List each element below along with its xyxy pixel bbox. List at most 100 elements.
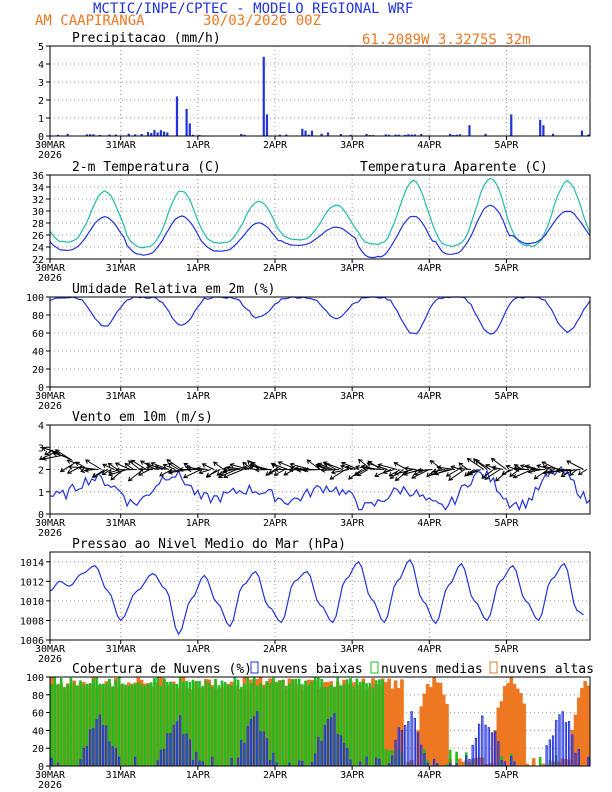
precip-bar — [394, 134, 397, 136]
cloud-bar-medium — [72, 683, 76, 767]
wind-arrow-head — [555, 468, 561, 473]
wind-arrow-head — [242, 465, 248, 471]
x-date-label: 4APR — [417, 518, 442, 529]
wind-arrow-head — [303, 467, 309, 473]
cloud-bar-medium — [153, 678, 156, 767]
wind-arrow — [115, 462, 131, 470]
wind-arrow — [495, 469, 510, 482]
precip-bar — [384, 134, 387, 136]
wind-arrow — [448, 469, 465, 481]
wind-arrow-head — [340, 461, 346, 467]
wind-arrow — [543, 466, 562, 470]
wind-arrow-head — [254, 467, 260, 473]
panel-0: 0 1 2 3 4 5 30MAR 31MAR 1APR 2APR 3APR 4APR 5APR 2026… — [35, 31, 591, 161]
precip-bar — [191, 134, 195, 136]
wind-arrow-head — [80, 468, 85, 474]
wind-arrow-head — [530, 467, 536, 473]
wind-arrow — [199, 469, 211, 474]
panel-4: 1006 1008 1010 1012 1014 30MAR 31MAR 1APR 2APR 3A… — [20, 537, 591, 665]
y-tick-label: 36 — [32, 171, 44, 182]
cloud-bar-medium — [210, 687, 214, 767]
wind-arrow-head — [198, 469, 204, 475]
wind-arrow-head — [436, 465, 442, 471]
precip-bar — [240, 134, 243, 136]
cloud-bar-high — [432, 677, 436, 767]
wind-arrow-head — [330, 469, 336, 475]
x-date-label: 2APR — [263, 263, 288, 274]
y-tick-label: 34 — [32, 183, 44, 194]
x-date-label: 5APR — [494, 263, 519, 274]
cloud-bar-medium — [156, 677, 160, 767]
wind-arrow-head — [450, 465, 456, 470]
wind-arrow-head — [377, 463, 383, 468]
cloud-bar-medium — [137, 682, 140, 767]
wind-arrow — [485, 464, 497, 470]
wind-arrow-head — [124, 462, 130, 468]
wind-arrow-head — [159, 472, 164, 477]
wind-arrow-head — [464, 472, 469, 477]
wind-arrow — [271, 463, 289, 470]
precip-bar — [262, 56, 265, 136]
x-date-label: 1APR — [186, 770, 211, 781]
wind-arrow — [108, 462, 118, 470]
cloud-bar-medium — [233, 677, 237, 767]
wind-arrow — [417, 469, 433, 472]
precip-bar — [188, 123, 191, 136]
x-date-label: 4APR — [417, 644, 442, 655]
x-date-label: 1APR — [186, 391, 211, 402]
wind-arrow — [578, 469, 588, 475]
wind-arrow — [394, 469, 414, 475]
wind-arrow-head — [514, 467, 520, 473]
y-tick-label: 4 — [38, 421, 44, 432]
cloud-bar-high — [580, 687, 584, 767]
wind-arrow-head — [265, 471, 271, 476]
cloud-bar-high — [515, 688, 520, 767]
wind-arrow-head — [92, 472, 98, 478]
precip-bar — [413, 134, 416, 136]
precip-bar — [166, 132, 169, 136]
cloud-bar-high — [531, 758, 536, 767]
panel-title: 2-m Temperatura (C) — [72, 160, 221, 175]
cloud-bar-low — [561, 711, 564, 767]
cloud-bar-low — [545, 745, 548, 767]
wind-arrow — [131, 459, 147, 470]
y-tick-label: 20 — [32, 744, 44, 755]
wind-arrow-head — [222, 466, 228, 472]
wind-arrow-head — [75, 461, 80, 467]
y-tick-label: 26 — [32, 231, 44, 242]
wind-arrow-head — [362, 465, 368, 471]
wind-arrow — [213, 461, 224, 470]
wind-arrow — [569, 469, 578, 476]
wind-arrow-head — [115, 467, 120, 473]
precip-bar — [484, 133, 487, 136]
wind-arrow — [128, 469, 144, 482]
precip-bar — [66, 133, 69, 136]
wind-arrow — [271, 463, 282, 470]
x-date-label: 30MAR — [35, 518, 66, 529]
cloud-bar-medium — [63, 686, 66, 767]
cloud-bar-medium — [349, 678, 352, 767]
precip-bar — [542, 125, 545, 136]
panel-title: Umidade Relativa em 2m (%) — [72, 282, 276, 297]
precip-bar — [510, 114, 513, 136]
wind-arrow-head — [213, 461, 218, 467]
wind-arrow — [102, 469, 112, 476]
wind-arrow-head — [83, 467, 89, 473]
cloud-bar-medium — [384, 749, 388, 767]
wind-arrow-head — [548, 469, 554, 475]
cloud-bar-medium — [352, 686, 356, 767]
x-date-label: 3APR — [340, 518, 365, 529]
precip-bar — [243, 134, 246, 136]
y-tick-label: 80 — [32, 311, 44, 322]
wind-arrow-head — [317, 462, 323, 468]
legend-swatch — [489, 661, 498, 674]
y-tick-label: 0 — [38, 762, 44, 773]
wind-arrow-head — [195, 466, 201, 472]
wind-arrow — [222, 469, 234, 473]
wind-arrow — [556, 469, 571, 472]
legend-apparent-temp: Temperatura Aparente (C) — [360, 160, 548, 175]
wind-arrow — [166, 459, 183, 470]
cloud-bar-medium — [365, 683, 368, 767]
wind-arrow-head — [445, 472, 451, 477]
x-date-label: 31MAR — [106, 770, 137, 781]
